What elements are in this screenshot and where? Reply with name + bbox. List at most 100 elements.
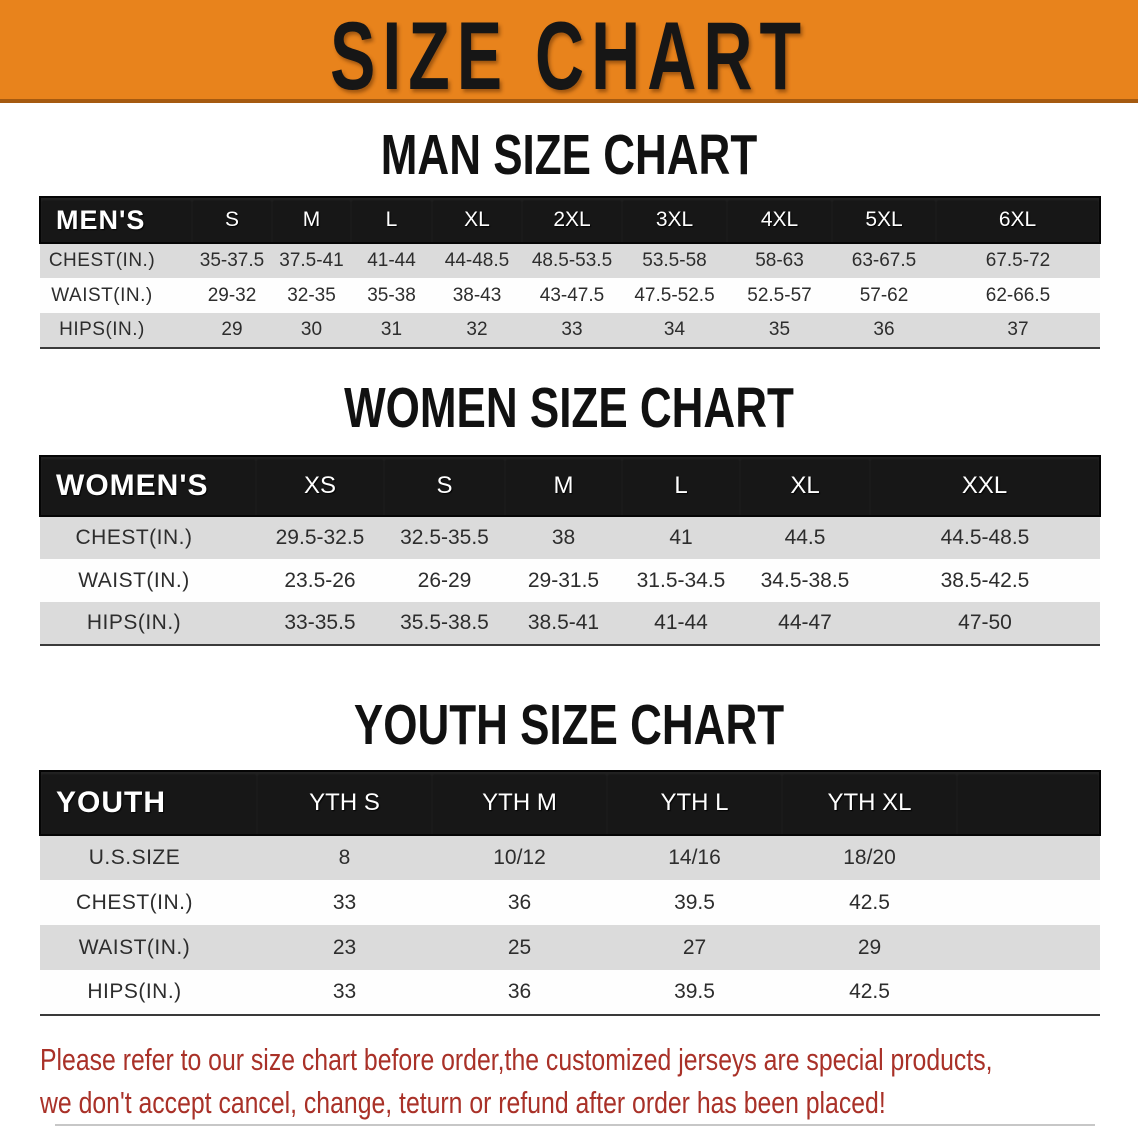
- measurement-value-cell: 29: [192, 313, 272, 348]
- banner: SIZE CHART: [0, 0, 1138, 111]
- filler-cell: [957, 835, 1100, 880]
- measurement-value-cell: 48.5-53.5: [522, 243, 622, 278]
- size-column-header: 2XL: [522, 196, 622, 244]
- filler-cell: [957, 925, 1100, 970]
- measurement-value-cell: 34.5-38.5: [740, 559, 870, 602]
- measurement-value-cell: 27: [607, 925, 782, 970]
- banner-title: SIZE CHART: [330, 2, 808, 111]
- size-table-header-row: MEN'S S M L XL 2XL 3XL 4XL 5XL 6XL: [39, 196, 1101, 244]
- measurement-value-cell: 41-44: [622, 602, 740, 645]
- measurement-row: WAIST(IN.) 29-32 32-35 35-38 38-43 43-47.5 47.…: [40, 278, 1100, 313]
- measurement-value-cell: 43-47.5: [522, 278, 622, 313]
- measurement-value-cell: 62-66.5: [936, 278, 1100, 313]
- measurement-row: CHEST(IN.) 35-37.5 37.5-41 41-44 44-48.5 48.5…: [40, 243, 1100, 278]
- measurement-value-cell: 35.5-38.5: [384, 602, 505, 645]
- size-column-header: L: [622, 455, 740, 517]
- measurement-value-cell: 31.5-34.5: [622, 559, 740, 602]
- measurement-value-cell: 63-67.5: [832, 243, 936, 278]
- row-label-cell: WAIST(IN.): [40, 925, 257, 970]
- measurement-value-cell: 32.5-35.5: [384, 516, 505, 559]
- measurement-row: WAIST(IN.) 23.5-26 26-29 29-31.5 31.5-34.5 34…: [40, 559, 1100, 602]
- measurement-row: U.S.SIZE 8 10/12 14/16 18/20: [40, 835, 1100, 880]
- size-column-header: 4XL: [727, 196, 832, 244]
- measurement-value-cell: 36: [432, 970, 607, 1015]
- row-label-cell: HIPS(IN.): [40, 970, 257, 1015]
- measurement-value-cell: 52.5-57: [727, 278, 832, 313]
- table-corner-label: MEN'S: [39, 196, 192, 244]
- measurement-value-cell: 23.5-26: [256, 559, 384, 602]
- measurement-value-cell: 32-35: [272, 278, 351, 313]
- disclaimer-note: Please refer to our size chart before or…: [40, 1038, 993, 1124]
- man-size-chart-heading: MAN SIZE CHART: [380, 124, 758, 187]
- measurement-value-cell: 37: [936, 313, 1100, 348]
- women-size-table: WOMEN'S XS S M L XL XXL CHEST(IN.) 29.5-32.5 32.5…: [39, 455, 1101, 646]
- table-corner-label: WOMEN'S: [39, 455, 256, 517]
- measurement-value-cell: 29: [782, 925, 957, 970]
- measurement-value-cell: 37.5-41: [272, 243, 351, 278]
- measurement-row: WAIST(IN.) 23 25 27 29: [40, 925, 1100, 970]
- size-column-header: M: [505, 455, 622, 517]
- measurement-value-cell: 29-31.5: [505, 559, 622, 602]
- measurement-row: HIPS(IN.) 33-35.5 35.5-38.5 38.5-41 41-44 44-…: [40, 602, 1100, 645]
- youth-size-table: YOUTH YTH S YTH M YTH L YTH XL U.S.SIZE 8 10/12…: [39, 770, 1101, 1016]
- measurement-value-cell: 44-47: [740, 602, 870, 645]
- measurement-row: HIPS(IN.) 33 36 39.5 42.5: [40, 970, 1100, 1015]
- measurement-value-cell: 31: [351, 313, 432, 348]
- size-table-header-row: WOMEN'S XS S M L XL XXL: [39, 455, 1101, 517]
- measurement-value-cell: 39.5: [607, 880, 782, 925]
- measurement-value-cell: 36: [432, 880, 607, 925]
- measurement-value-cell: 34: [622, 313, 727, 348]
- measurement-value-cell: 35: [727, 313, 832, 348]
- measurement-value-cell: 33-35.5: [256, 602, 384, 645]
- measurement-value-cell: 35-38: [351, 278, 432, 313]
- measurement-value-cell: 44.5: [740, 516, 870, 559]
- measurement-value-cell: 53.5-58: [622, 243, 727, 278]
- size-column-header: S: [384, 455, 505, 517]
- row-label-cell: U.S.SIZE: [40, 835, 257, 880]
- measurement-value-cell: 39.5: [607, 970, 782, 1015]
- measurement-value-cell: 8: [257, 835, 432, 880]
- men-size-table: MEN'S S M L XL 2XL 3XL 4XL 5XL 6XL CHEST(IN.) 35-37…: [39, 196, 1101, 349]
- row-label-cell: WAIST(IN.): [40, 559, 256, 602]
- measurement-value-cell: 47.5-52.5: [622, 278, 727, 313]
- row-label-cell: HIPS(IN.): [40, 313, 192, 348]
- filler-cell: [957, 880, 1100, 925]
- row-label-cell: CHEST(IN.): [40, 516, 256, 559]
- disclaimer-line-2: we don't accept cancel, change, teturn o…: [40, 1085, 886, 1120]
- measurement-value-cell: 10/12: [432, 835, 607, 880]
- measurement-value-cell: 42.5: [782, 880, 957, 925]
- measurement-value-cell: 35-37.5: [192, 243, 272, 278]
- measurement-value-cell: 23: [257, 925, 432, 970]
- measurement-value-cell: 41-44: [351, 243, 432, 278]
- measurement-value-cell: 38.5-41: [505, 602, 622, 645]
- measurement-value-cell: 29.5-32.5: [256, 516, 384, 559]
- measurement-value-cell: 26-29: [384, 559, 505, 602]
- size-column-header: 5XL: [832, 196, 936, 244]
- size-column-header: YTH M: [432, 770, 607, 836]
- measurement-value-cell: 38: [505, 516, 622, 559]
- measurement-value-cell: 44.5-48.5: [870, 516, 1100, 559]
- size-column-header: 3XL: [622, 196, 727, 244]
- women-size-chart-heading: WOMEN SIZE CHART: [344, 377, 794, 440]
- size-column-header: XXL: [870, 455, 1101, 517]
- measurement-value-cell: 36: [832, 313, 936, 348]
- measurement-value-cell: 41: [622, 516, 740, 559]
- table-corner-label: YOUTH: [39, 770, 257, 836]
- measurement-value-cell: 38-43: [432, 278, 522, 313]
- measurement-row: CHEST(IN.) 33 36 39.5 42.5: [40, 880, 1100, 925]
- filler-cell: [957, 970, 1100, 1015]
- measurement-value-cell: 47-50: [870, 602, 1100, 645]
- measurement-value-cell: 33: [257, 880, 432, 925]
- filler-header-cell: [957, 770, 1101, 836]
- size-column-header: XL: [432, 196, 522, 244]
- disclaimer-line-1: Please refer to our size chart before or…: [40, 1042, 993, 1077]
- size-column-header: YTH XL: [782, 770, 957, 836]
- row-label-cell: WAIST(IN.): [40, 278, 192, 313]
- size-column-header: YTH L: [607, 770, 782, 836]
- measurement-row: CHEST(IN.) 29.5-32.5 32.5-35.5 38 41 44.5 44.5…: [40, 516, 1100, 559]
- row-label-cell: CHEST(IN.): [40, 880, 257, 925]
- size-column-header: XL: [740, 455, 870, 517]
- measurement-value-cell: 57-62: [832, 278, 936, 313]
- bottom-edge-line: [55, 1124, 1095, 1126]
